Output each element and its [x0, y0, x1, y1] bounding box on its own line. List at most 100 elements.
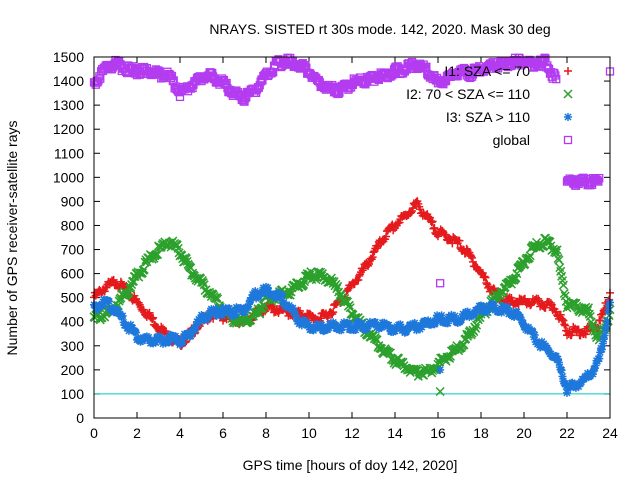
data-point: [416, 205, 425, 214]
data-point: [412, 197, 421, 206]
data-point: [595, 354, 604, 363]
data-point: [259, 300, 269, 310]
data-point: [581, 330, 590, 339]
data-point: [597, 310, 606, 319]
y-tick-label: 800: [61, 217, 85, 233]
data-point: [354, 275, 363, 284]
data-point: [445, 353, 455, 364]
data-point: [428, 217, 437, 226]
data-point: [525, 251, 535, 261]
data-point: [471, 323, 481, 333]
x-tick-label: 14: [387, 425, 403, 441]
data-point: [327, 309, 336, 318]
legend-label: I3: SZA > 110: [446, 109, 530, 125]
y-tick-label: 100: [61, 386, 85, 402]
y-tick-label: 1300: [53, 97, 84, 113]
data-point: [547, 300, 556, 309]
data-point: [551, 248, 561, 258]
x-tick-label: 6: [219, 425, 227, 441]
data-point: [153, 249, 163, 260]
data-point: [600, 331, 609, 340]
data-point: [100, 287, 109, 296]
data-point: [278, 291, 287, 300]
data-point: [306, 310, 315, 319]
data-point: [329, 308, 338, 317]
data-point: [172, 240, 182, 250]
data-point: [481, 273, 490, 282]
data-point: [556, 310, 565, 319]
x-tick-label: 12: [344, 425, 360, 441]
legend-label: global: [493, 132, 530, 148]
plot-area: 0 2 4 6 8 10 12 14 16 18 20 22 240100200300400500600…: [53, 49, 618, 441]
data-point: [299, 279, 309, 289]
y-tick-label: 400: [61, 314, 85, 330]
data-point: [429, 224, 438, 233]
data-point: [118, 311, 127, 320]
outlier-point: [436, 365, 445, 374]
legend-label: I2: 70 < SZA <= 110: [406, 86, 530, 102]
data-point: [597, 345, 606, 354]
x-tick-label: 18: [473, 425, 489, 441]
data-point: [149, 313, 158, 322]
data-point: [148, 314, 157, 323]
legend-marker: [563, 89, 573, 99]
x-tick-label: 0: [90, 425, 98, 441]
data-point: [181, 254, 191, 264]
data-point: [145, 308, 154, 317]
y-tick-label: 300: [61, 338, 85, 354]
y-tick-label: 1100: [54, 145, 84, 161]
data-point: [351, 325, 360, 334]
data-point: [344, 300, 354, 310]
data-point: [478, 268, 487, 277]
data-point: [507, 293, 516, 302]
data-point: [105, 297, 114, 306]
data-point: [427, 218, 436, 227]
y-tick-label: 200: [61, 362, 85, 378]
data-point: [213, 294, 223, 304]
data-point: [285, 290, 295, 300]
y-tick-label: 900: [61, 193, 85, 209]
y-tick-label: 1200: [53, 121, 84, 137]
data-point: [604, 307, 613, 316]
data-point: [559, 288, 569, 298]
x-axis-label: GPS time [hours of doy 142, 2020]: [243, 457, 458, 473]
chart-title: NRAYS. SISTED rt 30s mode. 142, 2020. Ma…: [209, 21, 550, 37]
x-tick-label: 16: [430, 425, 446, 441]
legend-label: I1: SZA <= 70: [444, 63, 530, 79]
data-point: [557, 366, 566, 375]
x-tick-label: 20: [516, 425, 532, 441]
y-tick-label: 700: [61, 242, 85, 258]
series-1: [89, 233, 615, 381]
data-point: [468, 257, 477, 266]
data-point: [462, 244, 471, 253]
data-point: [373, 244, 382, 253]
series-3: [89, 53, 615, 190]
y-tick-label: 500: [61, 290, 85, 306]
data-point: [134, 298, 143, 307]
data-point: [108, 276, 117, 285]
y-tick-label: 1500: [53, 49, 84, 65]
x-tick-label: 22: [559, 425, 575, 441]
data-point: [372, 335, 382, 345]
data-point: [343, 286, 352, 295]
y-tick-label: 600: [61, 266, 85, 282]
data-point: [139, 265, 149, 275]
data-point: [602, 322, 611, 331]
legend-marker: [563, 135, 573, 145]
data-point: [109, 275, 118, 284]
data-point: [546, 299, 555, 308]
x-tick-label: 10: [301, 425, 317, 441]
plot-border: [93, 56, 611, 419]
legend-marker: [564, 113, 572, 121]
data-point: [116, 277, 125, 286]
data-point: [369, 248, 378, 257]
data-point: [355, 271, 364, 280]
y-tick-label: 1000: [53, 169, 84, 185]
legend-marker: [564, 67, 572, 75]
data-point: [368, 253, 377, 262]
data-point: [430, 223, 439, 232]
outlier-point: [435, 279, 445, 288]
data-point: [552, 245, 562, 255]
data-point: [550, 245, 560, 255]
data-point: [560, 320, 569, 329]
